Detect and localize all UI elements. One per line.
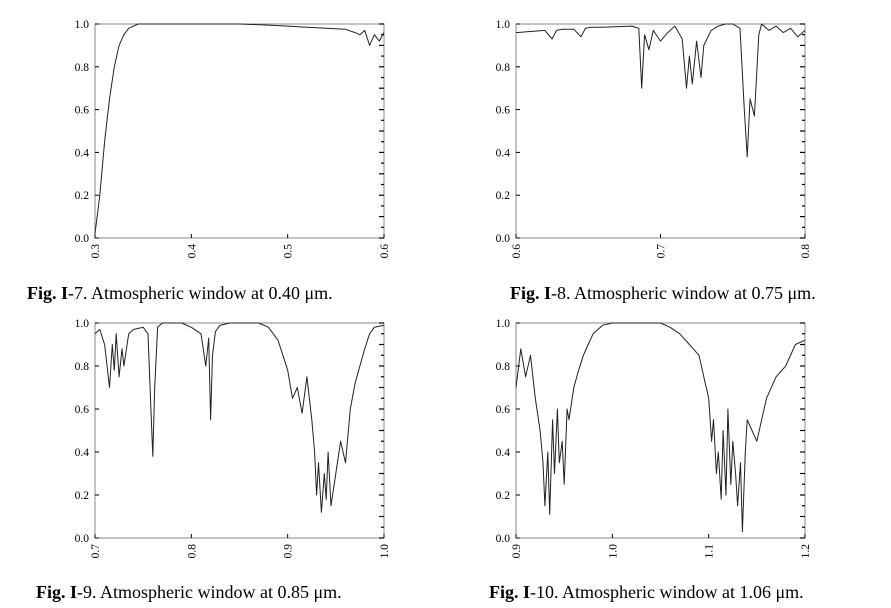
plot-frame	[515, 23, 806, 239]
chart-panel-3: 0.0 0.2 0.4 0.6 0.8 1.0 0.7 0.8 0.9 1.0	[55, 317, 391, 580]
plot-frame	[94, 322, 385, 539]
y-tick-label: 0.0	[496, 233, 511, 245]
y-tick-label: 0.4	[75, 147, 90, 159]
y-tick-label: 0.8	[496, 361, 511, 373]
caption-number: -7.	[68, 283, 88, 303]
figure-caption-1: Fig. I-7. Atmospheric window at 0.40 μm.	[27, 283, 333, 304]
figure-caption-3: Fig. I-9. Atmospheric window at 0.85 μm.	[36, 582, 342, 603]
y-tick-label: 0.8	[75, 361, 90, 373]
y-tick-label: 0.4	[496, 447, 511, 459]
chart-svg: 0.0 0.2 0.4 0.6 0.8 1.0 0.6 0.7 0.8	[496, 19, 812, 259]
caption-text: Atmospheric window at 0.75 μm.	[574, 283, 816, 303]
caption-label: Fig. I	[36, 582, 78, 602]
y-tick-label: 0.2	[75, 190, 90, 202]
x-tick-label: 0.7	[90, 544, 102, 559]
caption-text: Atmospheric window at 0.85 μm.	[100, 582, 342, 602]
y-tick-label: 0.6	[75, 404, 90, 416]
y-tick-label: 1.0	[496, 318, 511, 330]
figure-caption-2: Fig. I-8. Atmospheric window at 0.75 μm.	[510, 283, 816, 304]
chart-svg: 0.0 0.2 0.4 0.6 0.8 1.0 0.9 1.0 1.1 1.2	[496, 318, 812, 559]
x-tick-label: 0.7	[656, 244, 668, 259]
x-tick-label: 1.0	[379, 544, 391, 559]
y-tick-label: 0.0	[496, 533, 511, 545]
y-tick-label: 0.4	[75, 447, 90, 459]
x-tick-label: 0.9	[511, 544, 523, 559]
caption-number: -10.	[530, 582, 559, 602]
transmission-line	[94, 23, 385, 234]
transmission-line	[515, 322, 806, 533]
x-tick-label: 0.5	[283, 244, 295, 259]
y-tick-label: 0.0	[75, 233, 90, 245]
x-tick-label: 0.4	[186, 244, 198, 259]
figure-caption-4: Fig. I-10. Atmospheric window at 1.06 μm…	[489, 582, 804, 603]
chart-svg: 0.0 0.2 0.4 0.6 0.8 1.0 0.3 0.4 0.5 0.6	[75, 19, 391, 259]
y-tick-label: 1.0	[496, 19, 511, 31]
caption-number: -8.	[551, 283, 571, 303]
y-tick-label: 1.0	[75, 19, 90, 31]
x-tick-label: 1.1	[704, 544, 716, 559]
chart-panel-1: 0.0 0.2 0.4 0.6 0.8 1.0 0.3 0.4 0.5 0.6	[55, 18, 391, 280]
x-tick-label: 0.6	[511, 244, 523, 259]
x-tick-label: 1.2	[800, 544, 812, 559]
x-tick-label: 0.8	[186, 544, 198, 559]
y-tick-label: 0.8	[75, 62, 90, 74]
y-tick-label: 0.8	[496, 62, 511, 74]
y-tick-label: 0.2	[496, 490, 511, 502]
caption-label: Fig. I	[510, 283, 552, 303]
y-tick-label: 0.0	[75, 533, 90, 545]
y-tick-label: 0.6	[496, 105, 511, 117]
plot-frame	[515, 322, 806, 539]
transmission-line	[515, 23, 806, 158]
x-tick-label: 0.9	[283, 544, 295, 559]
chart-panel-4: 0.0 0.2 0.4 0.6 0.8 1.0 0.9 1.0 1.1 1.2	[476, 317, 812, 580]
y-tick-label: 0.6	[75, 105, 90, 117]
caption-text: Atmospheric window at 0.40 μm.	[91, 283, 333, 303]
x-tick-label: 0.6	[379, 244, 391, 259]
x-tick-label: 0.3	[90, 244, 102, 259]
plot-frame	[94, 23, 385, 239]
caption-label: Fig. I	[489, 582, 531, 602]
y-tick-label: 0.6	[496, 404, 511, 416]
caption-label: Fig. I	[27, 283, 69, 303]
y-tick-label: 0.2	[75, 490, 90, 502]
chart-panel-2: 0.0 0.2 0.4 0.6 0.8 1.0 0.6 0.7 0.8	[476, 18, 812, 280]
caption-text: Atmospheric window at 1.06 μm.	[562, 582, 804, 602]
y-tick-label: 0.2	[496, 190, 511, 202]
x-tick-label: 1.0	[607, 544, 619, 559]
x-tick-label: 0.8	[800, 244, 812, 259]
chart-svg: 0.0 0.2 0.4 0.6 0.8 1.0 0.7 0.8 0.9 1.0	[75, 318, 391, 559]
transmission-line	[94, 322, 385, 513]
caption-number: -9.	[77, 582, 97, 602]
y-tick-label: 1.0	[75, 318, 90, 330]
y-tick-label: 0.4	[496, 147, 511, 159]
